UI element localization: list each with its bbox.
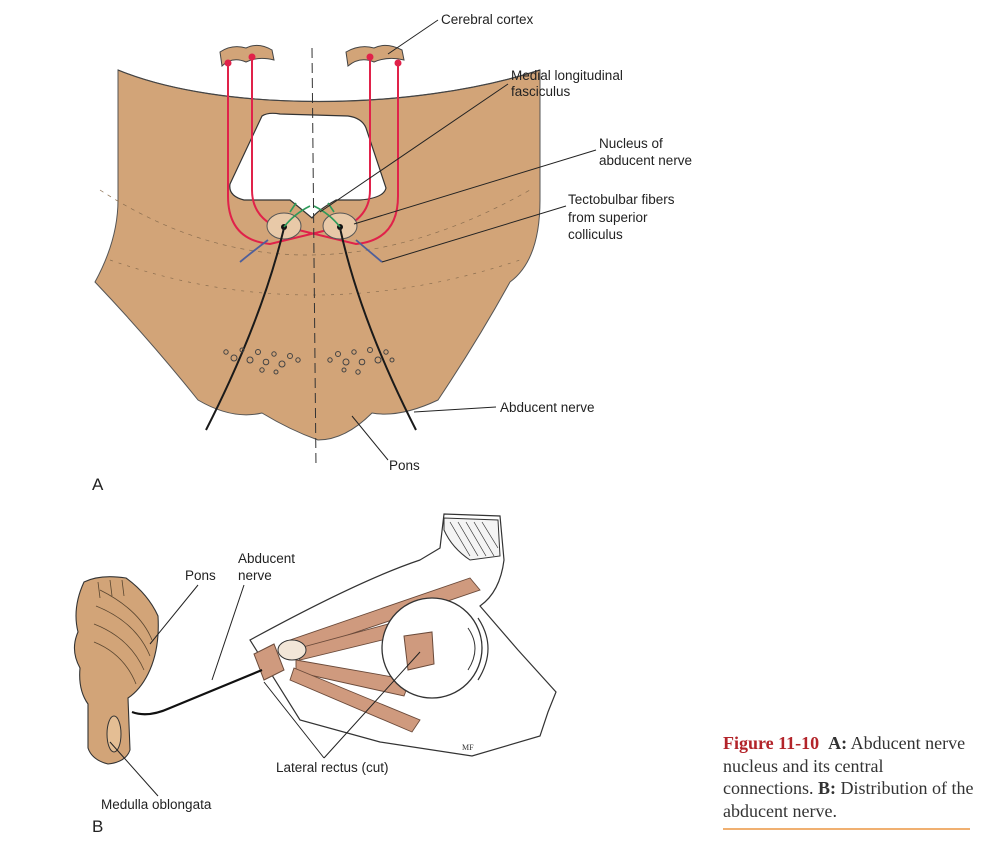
caption-text-b: Distribution of the abducent nerve. — [723, 778, 974, 821]
label-cerebral-cortex: Cerebral cortex — [441, 12, 534, 27]
label-medulla: Medulla oblongata — [101, 797, 212, 812]
label-pons-b: Pons — [185, 568, 216, 583]
lateral-rectus-eye-stump — [403, 631, 435, 671]
fourth-ventricle — [229, 112, 387, 219]
texture-line — [99, 189, 531, 256]
label-tecto-line1: Tectobulbar fibers — [568, 192, 675, 207]
artist-mark: MF — [462, 743, 474, 752]
caption-rule — [723, 828, 970, 830]
caption-figure-number: Figure 11-10 — [723, 733, 820, 753]
midline — [311, 47, 317, 469]
pontine-nuclei — [223, 347, 395, 375]
cortex-neuron — [394, 59, 402, 67]
panel-a-diagram: Cerebral cortex Medial longitudinal fasc… — [92, 12, 692, 494]
texture-line — [109, 259, 521, 296]
leader-lines-b — [109, 584, 421, 797]
annulus — [277, 639, 307, 661]
label-abducent-b-line1: Abducent — [238, 551, 295, 566]
caption-text-a: Abducent nerve nucleus and its central c… — [723, 733, 966, 798]
caption-part-b: B: — [817, 778, 836, 798]
label-abducent-b-line2: nerve — [238, 568, 272, 583]
orbit-roof — [249, 513, 557, 757]
label-abducent-nerve: Abducent nerve — [500, 400, 595, 415]
abducent-nerve-b — [131, 668, 263, 716]
cortex-neuron — [224, 59, 232, 67]
panel-b-diagram: MF Pons Abducent nerve Lateral rectus (c… — [73, 513, 557, 836]
panel-letter-b: B — [92, 817, 103, 836]
cortex-neuron — [248, 53, 256, 61]
label-nucleus-line1: Nucleus of — [599, 136, 663, 151]
label-tecto-line2: from superior — [568, 210, 648, 225]
label-mlf-line1: Medial longitudinal — [511, 68, 623, 83]
cortex-fragment-left — [219, 44, 275, 68]
mlf-fibers — [283, 202, 341, 228]
pons-striations — [93, 579, 153, 685]
hatching — [449, 521, 499, 557]
iris — [467, 627, 476, 671]
abducent-nerve-fibers — [205, 227, 417, 431]
cortex-fragment-right — [345, 44, 405, 67]
cortex-neuron — [366, 53, 374, 61]
label-mlf-line2: fasciculus — [511, 84, 571, 99]
tectobulbar-fibers — [239, 239, 383, 263]
label-lateral-rectus: Lateral rectus (cut) — [276, 760, 389, 775]
cerebral-arc — [117, 69, 541, 103]
panel-letter-a: A — [92, 475, 104, 494]
label-nucleus-line2: abducent nerve — [599, 153, 692, 168]
caption-part-a: A: — [828, 733, 848, 753]
label-tecto-line3: colliculus — [568, 227, 623, 242]
leader-lines-a — [319, 19, 597, 461]
label-pons-a: Pons — [389, 458, 420, 473]
cornea — [477, 617, 489, 681]
frontal-sinus-hatched — [443, 517, 501, 561]
brainstem — [73, 576, 159, 765]
figure-caption: Figure 11-10 A: Abducent nerve nucleus a… — [723, 732, 978, 822]
